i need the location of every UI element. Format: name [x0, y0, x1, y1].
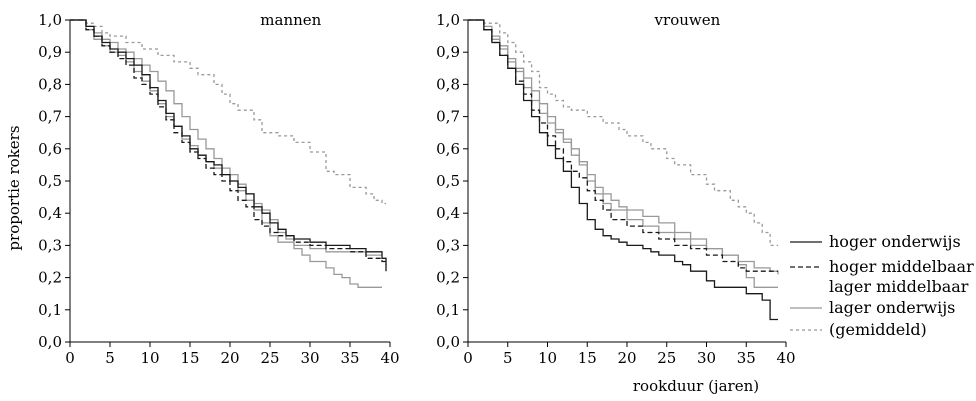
y-tick-label: 0,7 [436, 108, 460, 126]
x-tick-label: 0 [65, 349, 75, 367]
x-tick-label: 40 [380, 349, 399, 367]
series-line-lager-middelbaar [468, 19, 779, 275]
series-line-lager-onderwijs [70, 19, 382, 288]
x-tick-label: 5 [105, 349, 115, 367]
series-line-gemiddeld [468, 19, 778, 247]
y-tick-label: 0,8 [38, 75, 62, 93]
y-tick-label: 0,2 [38, 269, 62, 287]
x-tick-label: 10 [538, 349, 557, 367]
y-tick-label: 0,6 [436, 140, 460, 158]
legend-label-hoger-middelbaar: hoger middelbaar [829, 257, 974, 276]
y-tick-label: 0,4 [38, 204, 62, 222]
series-line-hoger-middelbaar [70, 19, 387, 265]
series-line-lager-middelbaar [70, 19, 382, 256]
panel-vrouwen: 0,0 0,1 0,2 0,3 0,4 0,5 0,6 0,7 0,8 0,9 1,0 0 5 10 15 2… [436, 11, 795, 367]
legend-label-lager-onderwijs: lager onderwijs [829, 298, 955, 317]
y-tick-label: 0,4 [436, 204, 460, 222]
y-tick-label: 0,9 [38, 43, 62, 61]
y-tick-label: 0,5 [436, 172, 460, 190]
panel-mannen: 0,0 0,1 0,2 0,3 0,4 0,5 0,6 0,7 0,8 0,9 1,0 0 5 10 15 2… [38, 11, 399, 367]
x-tick-label: 25 [260, 349, 279, 367]
x-tick-label: 30 [697, 349, 716, 367]
y-tick-label: 0,1 [38, 301, 62, 319]
x-tick-label: 30 [300, 349, 319, 367]
x-tick-label: 20 [617, 349, 636, 367]
y-tick-label: 0,0 [436, 333, 460, 351]
y-tick-label: 0,1 [436, 301, 460, 319]
y-tick-label: 1,0 [38, 11, 62, 29]
x-tick-label: 0 [463, 349, 473, 367]
x-tick-label: 15 [578, 349, 597, 367]
x-tick-label: 15 [180, 349, 199, 367]
series-line-gemiddeld [70, 19, 386, 205]
y-tick-label: 1,0 [436, 11, 460, 29]
legend-label-hoger-onderwijs: hoger onderwijs [829, 232, 961, 251]
series-line-hoger-middelbaar [468, 19, 778, 272]
x-tick-label: 5 [503, 349, 513, 367]
x-tick-label: 20 [220, 349, 239, 367]
y-tick-label: 0,8 [436, 75, 460, 93]
y-tick-label: 0,6 [38, 140, 62, 158]
y-tick-label: 0,3 [38, 236, 62, 254]
panel-title: mannen [260, 11, 321, 29]
series-line-lager-onderwijs [468, 19, 778, 288]
y-axis-title: proportie rokers [5, 125, 23, 250]
x-tick-label: 35 [737, 349, 756, 367]
panel-title: vrouwen [654, 11, 721, 29]
y-tick-label: 0,9 [436, 43, 460, 61]
x-tick-label: 10 [140, 349, 159, 367]
x-tick-label: 25 [657, 349, 676, 367]
x-axis-title: rookduur (jaren) [633, 377, 759, 395]
legend-label-lager-middelbaar: lager middelbaar [829, 277, 969, 296]
y-tick-label: 0,3 [436, 236, 460, 254]
series-line-hoger-onderwijs [70, 19, 387, 272]
x-tick-label: 35 [340, 349, 359, 367]
x-tick-label: 40 [776, 349, 795, 367]
series-line-hoger-onderwijs [468, 19, 778, 321]
y-tick-label: 0,2 [436, 269, 460, 287]
y-tick-label: 0,7 [38, 108, 62, 126]
legend-label-gemiddeld: (gemiddeld) [829, 320, 927, 339]
y-tick-label: 0,5 [38, 172, 62, 190]
y-tick-label: 0,0 [38, 333, 62, 351]
